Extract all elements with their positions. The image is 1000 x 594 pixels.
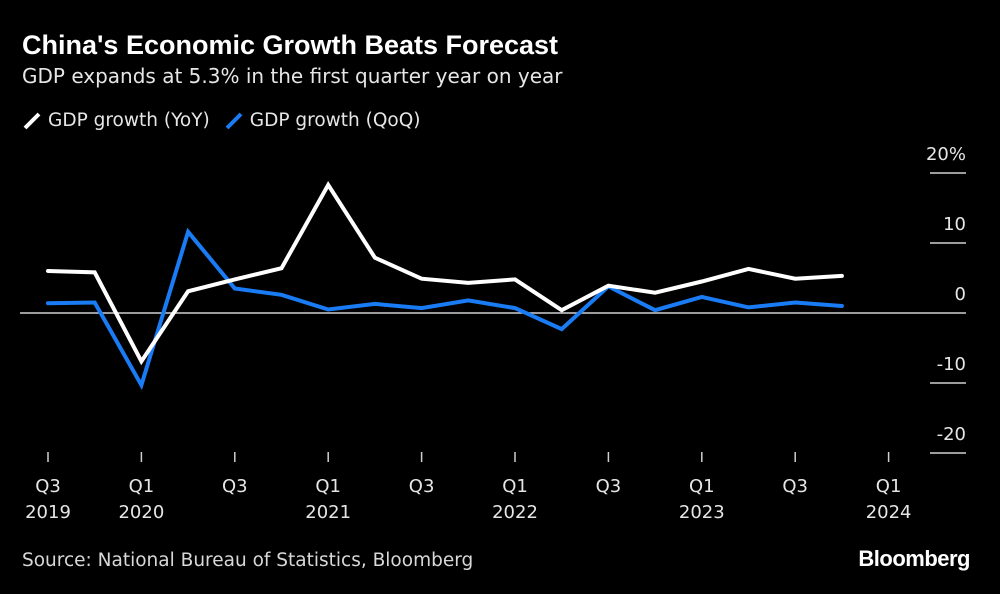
x-tick-label-year: 2024 [866,502,912,523]
x-tick-label-quarter: Q1 [876,476,902,497]
bloomberg-logo: Bloomberg [858,546,970,571]
y-tick-label: 10 [943,214,966,235]
y-tick-label: 0 [955,284,966,305]
x-tick-label-quarter: Q3 [35,476,61,497]
legend-label-qoq: GDP growth (QoQ) [249,110,421,131]
chart-title: China's Economic Growth Beats Forecast [22,30,559,60]
x-tick-label-year: 2021 [305,502,351,523]
x-tick-label-year: 2019 [25,502,71,523]
legend-label-yoy: GDP growth (YoY) [48,110,210,131]
x-tick-label-quarter: Q1 [689,476,715,497]
x-tick-label-year: 2022 [492,502,538,523]
y-tick-label: -10 [937,354,966,375]
series-line-yoy [46,181,844,366]
legend-item-yoy: GDP growth (YoY) [22,110,210,131]
x-tick-label-quarter: Q1 [502,476,528,497]
x-tick-label-quarter: Q1 [315,476,341,497]
legend-swatch-qoq-icon [225,112,243,129]
x-tick-label-quarter: Q3 [222,476,248,497]
legend-item-qoq: GDP growth (QoQ) [224,110,421,131]
legend: GDP growth (YoY) GDP growth (QoQ) [22,110,421,131]
series-line-qoq [46,227,844,391]
legend-swatch-yoy-icon [23,112,41,129]
x-tick-label-quarter: Q1 [129,476,155,497]
source-note: Source: National Bureau of Statistics, B… [22,550,474,571]
x-tick-label-quarter: Q3 [596,476,622,497]
x-tick-label-quarter: Q3 [409,476,435,497]
y-tick-label: 20% [926,144,966,165]
chart-subtitle: GDP expands at 5.3% in the first quarter… [22,64,563,88]
x-tick-label-quarter: Q3 [782,476,808,497]
x-tick-label-year: 2020 [118,502,164,523]
x-tick-label-year: 2023 [679,502,725,523]
y-tick-label: -20 [937,424,966,445]
